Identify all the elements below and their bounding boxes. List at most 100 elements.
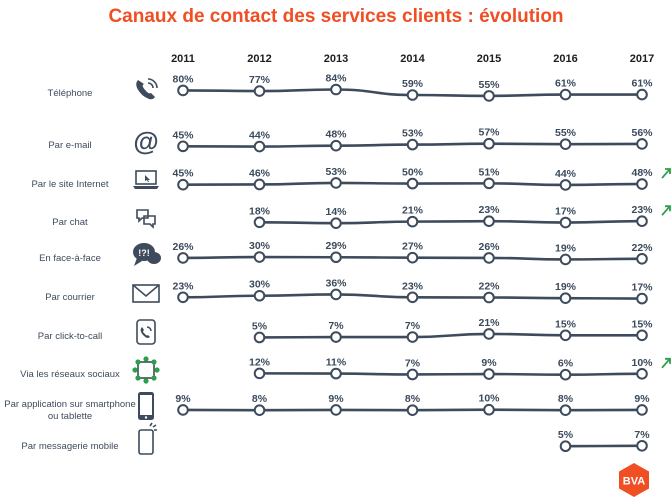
data-point — [253, 178, 266, 191]
year-label-2017: 2017 — [630, 53, 654, 65]
laptop-icon — [133, 170, 159, 189]
series-5: 23% 30% 36% 23% 22% 19% 17% — [172, 277, 653, 305]
data-label: 15% — [555, 318, 577, 330]
data-point — [177, 84, 189, 97]
data-point — [559, 404, 572, 416]
year-label-2013: 2013 — [324, 53, 348, 65]
data-label: 18% — [249, 205, 271, 217]
row-label-0: Téléphone — [48, 88, 93, 99]
data-point — [559, 292, 572, 304]
envelope-icon — [132, 284, 160, 303]
data-label: 55% — [555, 127, 577, 139]
data-point — [330, 83, 342, 96]
data-point — [406, 291, 419, 304]
data-label: 23% — [402, 280, 424, 292]
data-point — [406, 251, 419, 264]
svg-text:@: @ — [133, 126, 158, 156]
data-point — [636, 138, 648, 150]
data-label: 36% — [325, 277, 347, 289]
data-point — [330, 331, 342, 343]
data-point — [483, 252, 495, 264]
data-point — [559, 88, 572, 101]
data-label: 8% — [252, 393, 268, 405]
phone-icon — [136, 78, 158, 100]
year-label-2015: 2015 — [477, 53, 501, 65]
data-label: 5% — [558, 429, 574, 441]
series-line-6 — [259, 332, 642, 339]
data-point — [330, 139, 342, 152]
data-label: 61% — [555, 78, 577, 90]
data-label: 8% — [558, 393, 574, 405]
data-point — [177, 404, 189, 416]
data-point — [253, 331, 266, 344]
row-label-4: En face-à-face — [39, 253, 101, 264]
data-point — [253, 251, 266, 263]
data-point — [636, 215, 648, 227]
data-label: 10% — [478, 393, 500, 405]
series-line-3 — [259, 219, 643, 225]
chart-title: Canaux de contact des services clients :… — [108, 6, 564, 27]
tablet-phone-icon — [136, 319, 156, 345]
data-point — [406, 404, 419, 416]
data-point — [406, 215, 419, 228]
data-label: 26% — [478, 241, 500, 253]
data-point — [559, 440, 572, 453]
data-point — [406, 138, 419, 151]
data-label: 26% — [172, 241, 194, 253]
row-label-5: Par courrier — [45, 292, 95, 303]
data-point — [330, 177, 342, 189]
data-label: 7% — [405, 320, 421, 332]
series-line-7 — [259, 372, 643, 376]
data-point — [406, 368, 419, 381]
data-label: 9% — [634, 393, 650, 405]
data-label: 27% — [402, 241, 424, 253]
row-icons: @!?! — [132, 78, 161, 455]
data-label: 51% — [478, 166, 500, 178]
data-point — [559, 253, 572, 266]
data-label: 23% — [172, 280, 194, 292]
series-3: 18% 14% 21% 23% 17% 23% — [249, 204, 671, 229]
data-label: 9% — [175, 393, 191, 405]
data-point — [330, 367, 342, 380]
series-group: 80% 77% 84% 59% 55% 61% 61% 45% 44% 48% 53% 57% 55% 5… — [172, 73, 671, 453]
data-label: 22% — [478, 281, 500, 293]
data-point — [559, 138, 572, 150]
data-label: 84% — [325, 73, 347, 85]
data-label: 80% — [172, 73, 194, 85]
data-point — [253, 289, 266, 302]
data-label: 22% — [631, 242, 653, 254]
data-label: 53% — [325, 166, 347, 178]
data-label: 7% — [634, 429, 650, 441]
row-label-6: Par click-to-call — [38, 331, 102, 342]
data-point — [483, 328, 495, 340]
row-label-1: Par e-mail — [48, 140, 91, 151]
data-point — [483, 368, 495, 380]
data-label: 15% — [631, 318, 653, 330]
data-label: 19% — [555, 242, 577, 254]
data-point — [330, 251, 342, 264]
data-point — [253, 85, 266, 97]
data-label: 57% — [478, 127, 500, 139]
data-point — [330, 288, 342, 301]
data-point — [636, 368, 648, 380]
data-label: 21% — [478, 317, 500, 329]
data-label: 17% — [631, 282, 653, 294]
data-label: 7% — [405, 357, 421, 369]
data-label: 56% — [631, 127, 653, 139]
series-9: 5% 7% — [558, 429, 650, 453]
data-point — [636, 439, 648, 452]
data-point — [636, 404, 648, 416]
data-label: 30% — [249, 240, 271, 252]
data-label: 29% — [325, 240, 347, 252]
at-sign-icon: @ — [133, 126, 158, 156]
series-0: 80% 77% 84% 59% 55% 61% 61% — [172, 73, 653, 102]
series-8: 9% 8% 9% 8% 10% 8% 9% — [175, 393, 650, 416]
svg-text:!?!: !?! — [138, 248, 150, 258]
mobile-message-icon — [138, 422, 157, 455]
smartphone-icon — [138, 392, 154, 420]
data-label: 46% — [249, 167, 271, 179]
row-label-8: Par application sur smartphone ou tablett… — [4, 399, 136, 422]
data-label: 44% — [249, 130, 271, 142]
data-label: 14% — [325, 206, 347, 218]
